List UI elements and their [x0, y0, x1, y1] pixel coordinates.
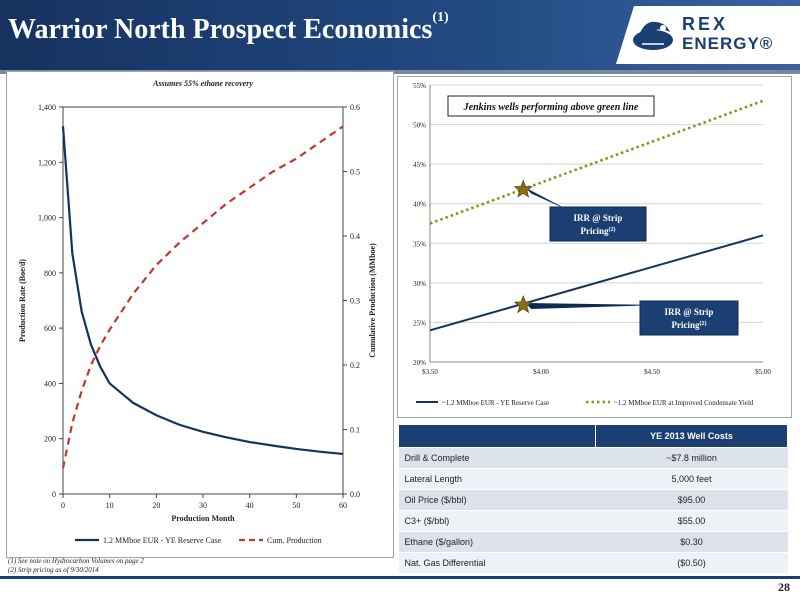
x-tick-label: 60 [339, 501, 347, 510]
table-row: Oil Price ($/bbl) $95.00 [398, 489, 788, 511]
header-divider [0, 70, 800, 74]
legend-label: ~1.2 MMboe EUR - YE Reserve Case [442, 399, 549, 407]
table-header-blank [398, 424, 596, 448]
callout-superscript: (2) [700, 320, 707, 327]
table-cell-value: ($0.50) [595, 552, 788, 574]
y2-tick-label: 0.4 [350, 232, 360, 241]
improved-yield-line [429, 99, 764, 225]
legend-label: ~1.2 MMboe EUR at Improved Condensate Yi… [614, 399, 754, 407]
y-tick-label: 800 [44, 269, 56, 278]
callout-label-line2: Pricing(2) [672, 320, 707, 330]
table-row: Nat. Gas Differential ($0.50) [398, 552, 788, 574]
y-tick-label: 20% [413, 359, 426, 367]
x-tick-label: 50 [292, 501, 300, 510]
y-tick-label: 45% [413, 161, 426, 169]
y-tick-label: 600 [44, 324, 56, 333]
callout-pointer [525, 303, 660, 310]
production-rate-line [61, 126, 344, 456]
callout-superscript: (2) [609, 226, 616, 233]
y2-tick-label: 0.1 [350, 426, 360, 435]
y2-tick-label: 0.2 [350, 361, 360, 370]
y-tick-label: 0 [52, 490, 56, 499]
legend-label: Cum. Production [267, 536, 322, 545]
plot-area-frame [62, 106, 344, 495]
y2-tick-label: 0.0 [350, 490, 360, 499]
y-axis-label: Production Rate (Boe/d) [18, 259, 27, 342]
x-tick-label: 0 [61, 501, 65, 510]
callout-box [549, 206, 647, 242]
y-tick-label: 1,000 [38, 214, 56, 223]
irr-chart-panel: 20% 25% 30% 35% 40% 45% 50% 55% $3.50 $4.00 $4.50 $… [397, 76, 792, 418]
table-header: YE 2013 Well Costs [595, 424, 788, 448]
x-axis-label: Production Month [171, 514, 235, 523]
y2-axis-label: Cumulative Production (MMboe) [368, 243, 377, 358]
footnote-1: (1) See note on Hydrocarbon Volumes on p… [8, 557, 144, 565]
page-number: 28 [778, 580, 790, 594]
y-tick-label: 40% [413, 201, 426, 209]
y-tick-label: 1,400 [38, 103, 56, 112]
production-chart-panel: Assumes 55% ethane recovery 0 200 400 600 800… [6, 71, 394, 558]
logo-text-rex: REX [682, 14, 729, 34]
table-cell-label: Lateral Length [398, 468, 596, 490]
y2-tick-label: 0.3 [350, 297, 360, 306]
table-row: Lateral Length 5,000 feet [398, 468, 788, 490]
reserve-case-line [429, 234, 764, 332]
x-tick-label: 20 [152, 501, 160, 510]
x-tick-label: 10 [106, 501, 114, 510]
banner-box [447, 95, 655, 117]
table-cell-label: Drill & Complete [398, 447, 596, 469]
legend-label: 1.2 MMboe EUR - YE Reserve Case [103, 536, 222, 545]
table-row: C3+ ($/bbl) $55.00 [398, 510, 788, 532]
star-marker-icon [513, 179, 533, 198]
x-tick-label: $5.00 [755, 368, 771, 376]
table-cell-value: 5,000 feet [595, 468, 788, 490]
table-cell-value: $95.00 [595, 489, 788, 511]
table-cell-value: $55.00 [595, 510, 788, 532]
page-title: Warrior North Prospect Economics(1) [8, 10, 449, 45]
y-tick-label: 35% [413, 240, 426, 248]
callout-label: IRR @ Strip [574, 213, 623, 223]
x-tick-label: 30 [199, 501, 207, 510]
banner-text: Jenkins wells performing above green lin… [463, 102, 639, 113]
y2-tick-label: 0.5 [350, 168, 360, 177]
y-tick-label: 200 [44, 435, 56, 444]
x-tick-label: $4.00 [533, 368, 549, 376]
y-tick-label: 1,200 [38, 158, 56, 167]
cum-production-line [61, 125, 344, 469]
table-row: Ethane ($/gallon) $0.30 [398, 531, 788, 553]
table-cell-value: $0.30 [595, 531, 788, 553]
x-tick-label: $3.50 [422, 368, 438, 376]
y-tick-label: 55% [413, 82, 426, 90]
y-tick-label: 400 [44, 379, 56, 388]
table-cell-label: Oil Price ($/bbl) [398, 489, 596, 511]
x-tick-label: $4.50 [644, 368, 660, 376]
y2-tick-label: 0.6 [350, 103, 360, 112]
y-tick-label: 50% [413, 122, 426, 130]
footnote-2: (2) Strip pricing as of 9/30/2014 [8, 566, 99, 574]
table-cell-value: ~$7.8 million [595, 447, 788, 469]
callout-box [639, 300, 739, 336]
irr-chart: 20% 25% 30% 35% 40% 45% 50% 55% $3.50 $4.00 $4.50 $… [413, 82, 771, 407]
callout-label-line2: Pricing(2) [581, 226, 616, 236]
chart-title: Assumes 55% ethane recovery [152, 79, 253, 88]
y-tick-label: 30% [413, 280, 426, 288]
star-marker-icon [513, 294, 533, 314]
y-tick-label: 25% [413, 319, 426, 327]
table-cell-label: C3+ ($/bbl) [398, 510, 596, 532]
x-tick-label: 40 [246, 501, 254, 510]
table-cell-label: Ethane ($/gallon) [398, 531, 596, 553]
table-cell-label: Nat. Gas Differential [398, 552, 596, 574]
production-chart: Assumes 55% ethane recovery0200400600800… [18, 79, 377, 545]
well-costs-table: YE 2013 Well Costs Drill & Complete ~$7.8… [398, 424, 788, 574]
footer-divider [0, 576, 800, 579]
logo-text-energy: ENERGY® [682, 34, 774, 53]
callout-label: IRR @ Strip [665, 307, 714, 317]
table-row: Drill & Complete ~$7.8 million [398, 447, 788, 469]
table-header-row: YE 2013 Well Costs [398, 424, 788, 448]
rex-logo-emblem-icon [633, 21, 673, 50]
